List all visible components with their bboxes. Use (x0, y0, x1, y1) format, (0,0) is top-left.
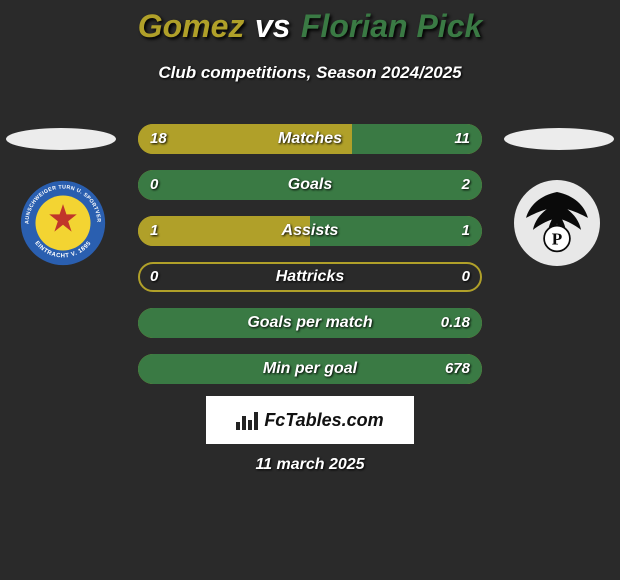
brand-text: FcTables.com (264, 410, 383, 431)
title-vs: vs (249, 8, 297, 44)
title-row: Gomez vs Florian Pick (0, 0, 620, 45)
stat-row: 18Matches11 (138, 124, 482, 154)
stat-right-value: 2 (462, 170, 470, 200)
player1-photo-placeholder (6, 128, 116, 150)
stat-row: Min per goal678 (138, 354, 482, 384)
club-badge-left: BRAUNSCHWEIGER TURN U. SPORTVEREIN EINTR… (20, 180, 106, 266)
stat-right-value: 0 (462, 262, 470, 292)
subtitle: Club competitions, Season 2024/2025 (0, 63, 620, 83)
title-player1: Gomez (138, 8, 245, 44)
stat-right-value: 1 (462, 216, 470, 246)
stat-row: 0Hattricks0 (138, 262, 482, 292)
stat-right-value: 0.18 (441, 308, 470, 338)
brand-box: FcTables.com (206, 396, 414, 444)
date: 11 march 2025 (0, 456, 620, 474)
stat-label: Matches (138, 124, 482, 154)
badge-right-letter: P (552, 230, 563, 249)
club-badge-right: P (514, 180, 600, 266)
stat-label: Hattricks (138, 262, 482, 292)
stat-row: 1Assists1 (138, 216, 482, 246)
title-player2: Florian Pick (301, 8, 482, 44)
stat-label: Goals (138, 170, 482, 200)
brand-chart-icon (236, 410, 258, 430)
player2-photo-placeholder (504, 128, 614, 150)
stat-row: 0Goals2 (138, 170, 482, 200)
stats-container: 18Matches110Goals21Assists10Hattricks0Go… (138, 124, 482, 400)
stat-label: Assists (138, 216, 482, 246)
stat-row: Goals per match0.18 (138, 308, 482, 338)
stat-label: Min per goal (138, 354, 482, 384)
stat-label: Goals per match (138, 308, 482, 338)
stat-right-value: 678 (445, 354, 470, 384)
stat-right-value: 11 (454, 124, 470, 154)
